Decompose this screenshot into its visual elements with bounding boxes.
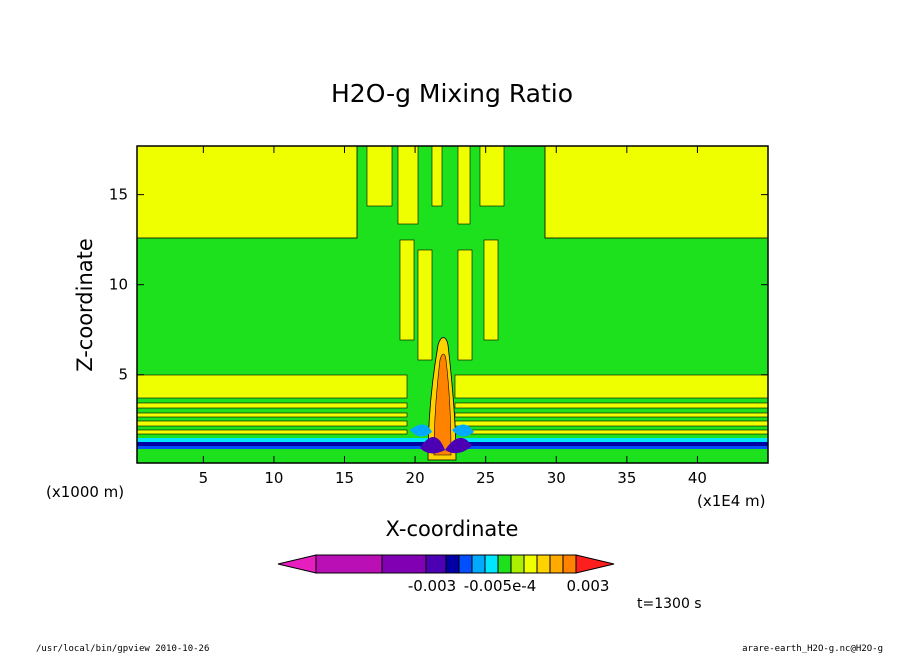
x-tick-label: 35 [617, 469, 636, 487]
time-label: t=1300 s [637, 596, 702, 612]
colorbar-cell [523, 554, 538, 574]
upper-streak [479, 146, 505, 207]
colorbar-cell [471, 554, 486, 574]
colorbar-right-arrow [575, 554, 615, 574]
colorbar: -0.003 -0.005e-4 0.003 [277, 554, 615, 595]
plot-frame [136, 145, 769, 464]
x-unit-label: (x1E4 m) [697, 492, 766, 510]
upper-streak [431, 146, 443, 207]
lower-band-left [137, 374, 408, 399]
colorbar-cell [381, 554, 427, 574]
colorbar-cell [484, 554, 499, 574]
colorbar-cell [549, 554, 564, 574]
plume-cyan-left [410, 424, 432, 437]
mid-streak [457, 249, 473, 361]
y-tick-label: 5 [118, 366, 128, 384]
x-tick-label: 20 [406, 469, 425, 487]
plume-base-right [445, 437, 472, 454]
plume-base-left [420, 436, 445, 454]
lower-band-right [454, 402, 768, 409]
mid-streak [483, 239, 499, 341]
footer-left: /usr/local/bin/gpview 2010-10-26 [36, 644, 209, 654]
lower-band-left [137, 420, 408, 427]
colorbar-cell [536, 554, 551, 574]
colorbar-cell [315, 554, 383, 574]
x-tick-label: 30 [547, 469, 566, 487]
colorbar-cell [510, 554, 525, 574]
y-unit-label: (x1000 m) [46, 483, 124, 501]
mid-streak [399, 239, 415, 341]
x-tick-label: 15 [335, 469, 354, 487]
plume-inner [433, 353, 452, 456]
y-tick-label: 15 [109, 186, 128, 204]
upper-streak [366, 146, 393, 207]
plume-cyan-right [452, 424, 474, 437]
colorbar-cell [497, 554, 512, 574]
chart-title: H2O-g Mixing Ratio [331, 79, 573, 108]
colorbar-left-arrow [277, 554, 317, 574]
upper-streak [397, 146, 419, 225]
x-axis: 5 10 15 20 25 30 35 40 [199, 146, 707, 487]
lower-band-right [454, 374, 768, 399]
upper-yellow-right [544, 146, 768, 239]
lower-band-right [454, 412, 768, 418]
colorbar-cell [458, 554, 473, 574]
colorbar-cell [445, 554, 460, 574]
x-tick-label: 10 [264, 469, 283, 487]
lower-band-left [137, 402, 408, 409]
lower-band-left [137, 429, 408, 435]
colorbar-label: -0.005e-4 [464, 577, 537, 595]
x-axis-label: X-coordinate [386, 517, 519, 541]
colorbar-cell [425, 554, 447, 574]
lower-band-right [454, 420, 768, 427]
upper-streak [457, 146, 471, 225]
x-tick-label: 40 [688, 469, 707, 487]
contour-field [137, 146, 768, 463]
x-tick-label: 25 [476, 469, 495, 487]
upper-yellow-left [137, 146, 358, 239]
colorbar-cell [562, 554, 577, 574]
footer-right: arare-earth_H2O-g.nc@H2O-g [742, 644, 883, 654]
y-axis: 5 10 15 [109, 186, 768, 384]
y-axis-label: Z-coordinate [73, 238, 97, 372]
x-tick-label: 5 [199, 469, 209, 487]
lower-band-right [454, 429, 768, 435]
lower-band-left [137, 412, 408, 418]
y-tick-label: 10 [109, 276, 128, 294]
mid-streak [417, 249, 433, 361]
colorbar-label: -0.003 [408, 577, 456, 595]
colorbar-label: 0.003 [567, 577, 610, 595]
